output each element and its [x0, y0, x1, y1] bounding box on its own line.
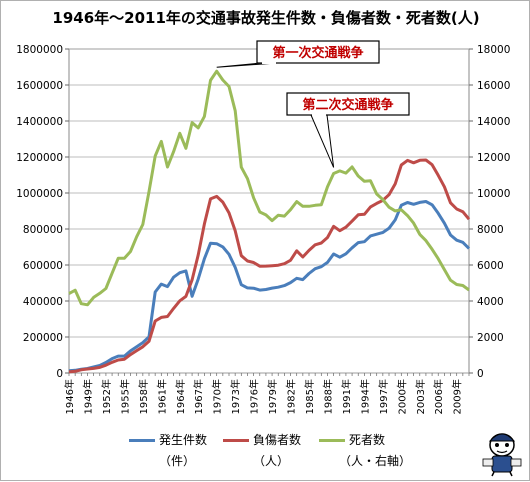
left-axis-tick-label: 1400000: [16, 116, 63, 128]
legend-label-deaths: 死者数: [349, 433, 386, 447]
left-axis-tick-label: 800000: [23, 224, 63, 236]
left-axis-tick-label: 1000000: [16, 188, 63, 200]
right-axis-tick-label: 12000: [477, 152, 510, 164]
annotation-label: 第二次交通戦争: [302, 97, 393, 113]
legend-unit-injured: （人）: [253, 454, 290, 468]
right-axis-tick-label: 6000: [477, 260, 504, 272]
x-axis-tick-label: 1946年: [63, 379, 76, 414]
right-axis-tick-label: 2000: [477, 332, 504, 344]
x-axis-tick-label: 1967年: [192, 379, 205, 414]
series-line-0: [68, 200, 471, 373]
legend-unit-deaths: （人・右軸）: [339, 454, 412, 468]
series-line-1: [68, 158, 471, 374]
mascot-logo-icon: [482, 433, 522, 477]
legend-item-incidents: 発生件数 （件）: [129, 431, 207, 469]
x-axis-tick-label: 2009年: [451, 379, 464, 414]
right-axis-tick-label: 14000: [477, 116, 510, 128]
x-axis-tick-label: 1985年: [303, 379, 316, 414]
x-axis-tick-label: 1970年: [211, 379, 224, 414]
x-axis-tick-label: 1961年: [155, 379, 168, 414]
legend-label-incidents: 発生件数: [159, 433, 208, 447]
legend-swatch-incidents: [129, 439, 155, 442]
x-axis-tick-label: 1994年: [358, 379, 371, 414]
x-axis-tick-label: 1973年: [229, 379, 242, 414]
legend-item-injured: 負傷者数 （人）: [223, 431, 301, 469]
legend-unit-incidents: （件）: [159, 454, 196, 468]
x-axis-tick-label: 1988年: [321, 379, 334, 414]
x-axis-tick-label: 2000年: [395, 379, 408, 414]
x-axis-tick-label: 1997年: [377, 379, 390, 414]
series-line-2: [68, 69, 470, 307]
x-axis-tick-label: 1964年: [174, 379, 187, 414]
callout-pointer: [310, 114, 335, 168]
x-axis-tick-label: 1991年: [340, 379, 353, 414]
left-axis-tick-label: 0: [56, 368, 63, 380]
annotation-label: 第一次交通戦争: [272, 45, 363, 61]
x-axis-tick-label: 2006年: [432, 379, 445, 414]
right-axis-tick-label: 0: [477, 368, 484, 380]
legend-item-deaths: 死者数 （人・右軸）: [319, 431, 411, 469]
callout-box: [286, 92, 410, 116]
x-axis-tick-label: 1952年: [100, 379, 113, 414]
x-axis-tick-label: 1976年: [248, 379, 261, 414]
left-axis-tick-label: 200000: [23, 332, 63, 344]
callout-box: [256, 40, 380, 64]
chart-title: 1946年～2011年の交通事故発生件数・負傷者数・死者数(人): [52, 9, 480, 27]
x-axis-tick-label: 1979年: [266, 379, 279, 414]
left-axis-tick-label: 1200000: [16, 152, 63, 164]
left-axis-tick-label: 400000: [23, 296, 63, 308]
legend-swatch-deaths: [319, 439, 345, 442]
x-axis-tick-label: 1949年: [81, 379, 94, 414]
x-axis-tick-label: 1958年: [137, 379, 150, 414]
legend-swatch-injured: [223, 439, 249, 442]
left-axis-tick-label: 600000: [23, 260, 63, 272]
left-axis-tick-label: 1600000: [16, 80, 63, 92]
right-axis-tick-label: 8000: [477, 224, 504, 236]
right-axis-tick-label: 10000: [477, 188, 510, 200]
right-axis-tick-label: 18000: [477, 44, 510, 56]
right-axis-tick-label: 4000: [477, 296, 504, 308]
x-axis-tick-label: 2003年: [414, 379, 427, 414]
x-axis-tick-label: 1982年: [285, 379, 298, 414]
x-axis-tick-label: 1955年: [118, 379, 131, 414]
legend-label-injured: 負傷者数: [253, 433, 302, 447]
right-axis-tick-label: 16000: [477, 80, 510, 92]
left-axis-tick-label: 1800000: [16, 44, 63, 56]
callout-pointer: [216, 62, 278, 68]
